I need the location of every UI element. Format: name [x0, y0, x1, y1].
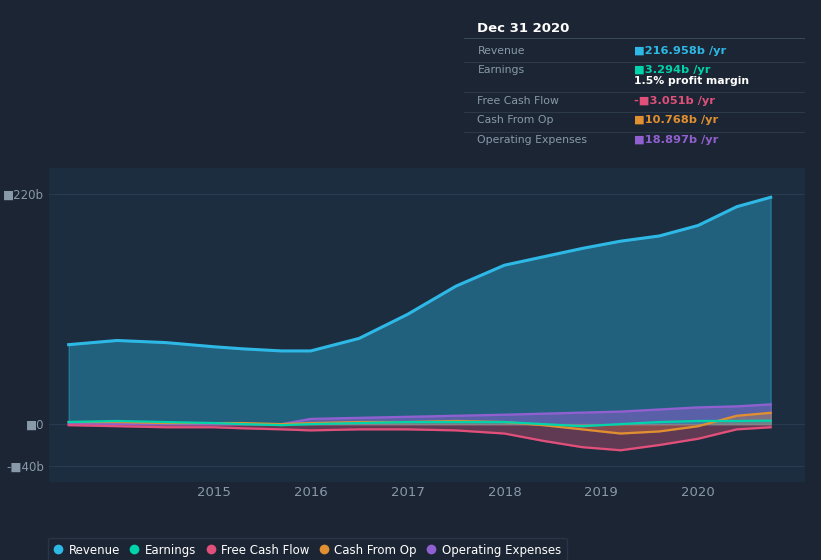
Text: Cash From Op: Cash From Op: [478, 115, 554, 125]
Text: ■18.897b /yr: ■18.897b /yr: [635, 135, 718, 145]
Text: -■3.051b /yr: -■3.051b /yr: [635, 96, 715, 106]
Text: ■10.768b /yr: ■10.768b /yr: [635, 115, 718, 125]
Legend: Revenue, Earnings, Free Cash Flow, Cash From Op, Operating Expenses: Revenue, Earnings, Free Cash Flow, Cash …: [48, 538, 566, 560]
Text: ■216.958b /yr: ■216.958b /yr: [635, 45, 727, 55]
Text: Free Cash Flow: Free Cash Flow: [478, 96, 559, 106]
Text: ■3.294b /yr: ■3.294b /yr: [635, 65, 711, 75]
Text: 1.5% profit margin: 1.5% profit margin: [635, 76, 750, 86]
Text: Revenue: Revenue: [478, 45, 525, 55]
Text: Earnings: Earnings: [478, 65, 525, 75]
Text: Operating Expenses: Operating Expenses: [478, 135, 588, 145]
Text: Dec 31 2020: Dec 31 2020: [478, 22, 570, 35]
